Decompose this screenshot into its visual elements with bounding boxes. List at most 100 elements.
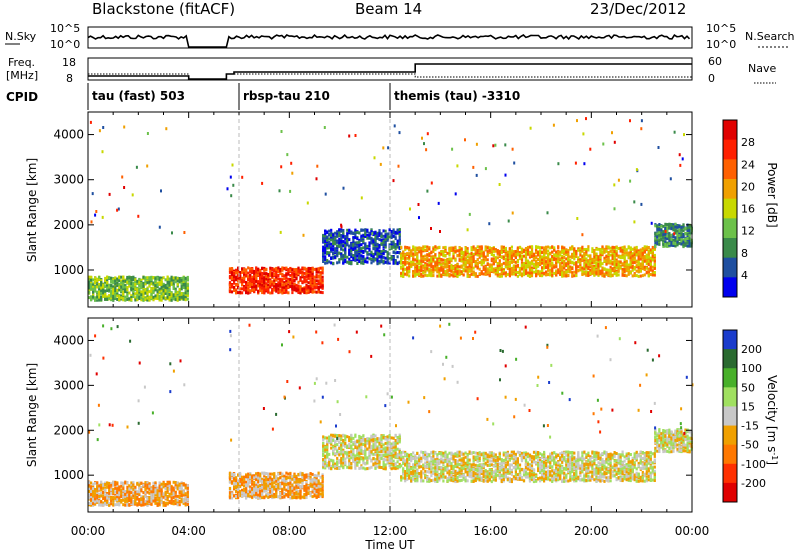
echo-cell: [535, 262, 538, 266]
echo-cell: [504, 265, 507, 269]
echo-cell: [352, 256, 355, 260]
echo-cell: [277, 291, 280, 295]
echo-cell: [434, 264, 437, 268]
echo-cell: [319, 277, 322, 281]
echo-cell: [490, 263, 493, 267]
echo-cell: [158, 225, 161, 229]
echo-cell: [98, 290, 101, 294]
echo-cell: [421, 136, 423, 140]
echo-cell: [532, 252, 536, 256]
echo-cell: [581, 246, 584, 250]
echo-cell: [454, 272, 457, 276]
echo-cell: [416, 248, 419, 252]
echo-cell: [305, 271, 308, 275]
echo-cell: [579, 262, 582, 266]
echo-cell: [565, 252, 568, 256]
echo-cell: [452, 274, 455, 278]
echo-cell: [160, 276, 163, 280]
echo-cell: [528, 245, 532, 249]
echo-cell: [368, 234, 371, 238]
echo-cell: [635, 245, 638, 249]
echo-cell: [494, 268, 497, 272]
echo-cell: [579, 268, 582, 272]
echo-cell: [178, 277, 181, 280]
echo-cell: [641, 247, 644, 251]
echo-cell: [416, 259, 419, 263]
echo-cell: [656, 227, 659, 231]
echo-cell: [682, 229, 685, 233]
echo-cell: [324, 261, 327, 265]
echo-cell: [104, 279, 107, 283]
echo-cell: [330, 242, 333, 246]
echo-cell: [406, 267, 409, 271]
echo-cell: [404, 247, 407, 251]
echo-cell: [90, 275, 93, 279]
echo-cell: [230, 277, 234, 281]
echo-cell: [88, 277, 91, 281]
echo-cell: [287, 277, 290, 281]
echo-cell: [230, 290, 234, 294]
echo-cell: [394, 245, 397, 248]
echo-cell: [684, 238, 687, 242]
echo-cell: [330, 233, 333, 237]
echo-cell: [352, 244, 355, 248]
echo-cell: [384, 233, 387, 236]
echo-cell: [110, 290, 113, 294]
echo-cell: [417, 203, 420, 206]
echo-cell: [116, 289, 119, 293]
echo-cell: [555, 261, 558, 265]
echo-cell: [90, 495, 93, 499]
echo-cell: [526, 251, 530, 255]
echo-cell: [472, 247, 475, 251]
echo-cell: [330, 249, 333, 253]
echo-cell: [414, 270, 417, 274]
echo-cell: [603, 247, 606, 251]
echo-cell: [551, 250, 554, 254]
echo-cell: [664, 244, 667, 248]
echo-cell: [434, 261, 437, 265]
echo-cell: [150, 278, 153, 282]
echo-cell: [555, 254, 558, 258]
power-colorbar-swatch: [723, 120, 737, 141]
echo-cell: [682, 240, 685, 244]
echo-cell: [154, 296, 157, 300]
echo-cell: [569, 267, 572, 271]
echo-cell: [629, 263, 632, 267]
echo-cell: [136, 282, 139, 285]
echo-cell: [662, 236, 665, 239]
echo-cell: [162, 282, 165, 286]
echo-cell: [116, 294, 119, 298]
echo-cell: [144, 288, 147, 291]
echo-cell: [396, 245, 399, 249]
echo-cell: [549, 268, 552, 272]
echo-cell: [635, 260, 638, 264]
power-colorbar-swatch: [723, 179, 737, 200]
echo-cell: [591, 261, 594, 265]
echo-cell: [382, 229, 385, 233]
echo-cell: [410, 249, 413, 253]
echo-cell: [609, 249, 612, 253]
echo-cell: [326, 235, 329, 239]
echo-cell: [553, 271, 556, 275]
echo-cell: [672, 244, 675, 247]
echo-cell: [476, 253, 479, 257]
echo-cell: [442, 261, 445, 265]
echo-cell: [172, 282, 175, 286]
echo-cell: [116, 298, 119, 301]
echo-cell: [589, 268, 592, 272]
echo-cell: [160, 189, 162, 193]
echo-cell: [158, 290, 161, 294]
echo-cell: [100, 297, 103, 301]
echo-cell: [611, 248, 614, 252]
echo-cell: [285, 288, 288, 292]
echo-cell: [360, 243, 363, 247]
echo-cell: [114, 276, 117, 280]
echo-cell: [537, 269, 540, 273]
echo-cell: [90, 287, 93, 291]
echo-cell: [376, 236, 379, 240]
echo-cell: [186, 294, 189, 298]
echo-cell: [319, 279, 322, 283]
echo-cell: [549, 252, 552, 256]
echo-cell: [472, 260, 475, 264]
echo-cell: [290, 161, 293, 165]
